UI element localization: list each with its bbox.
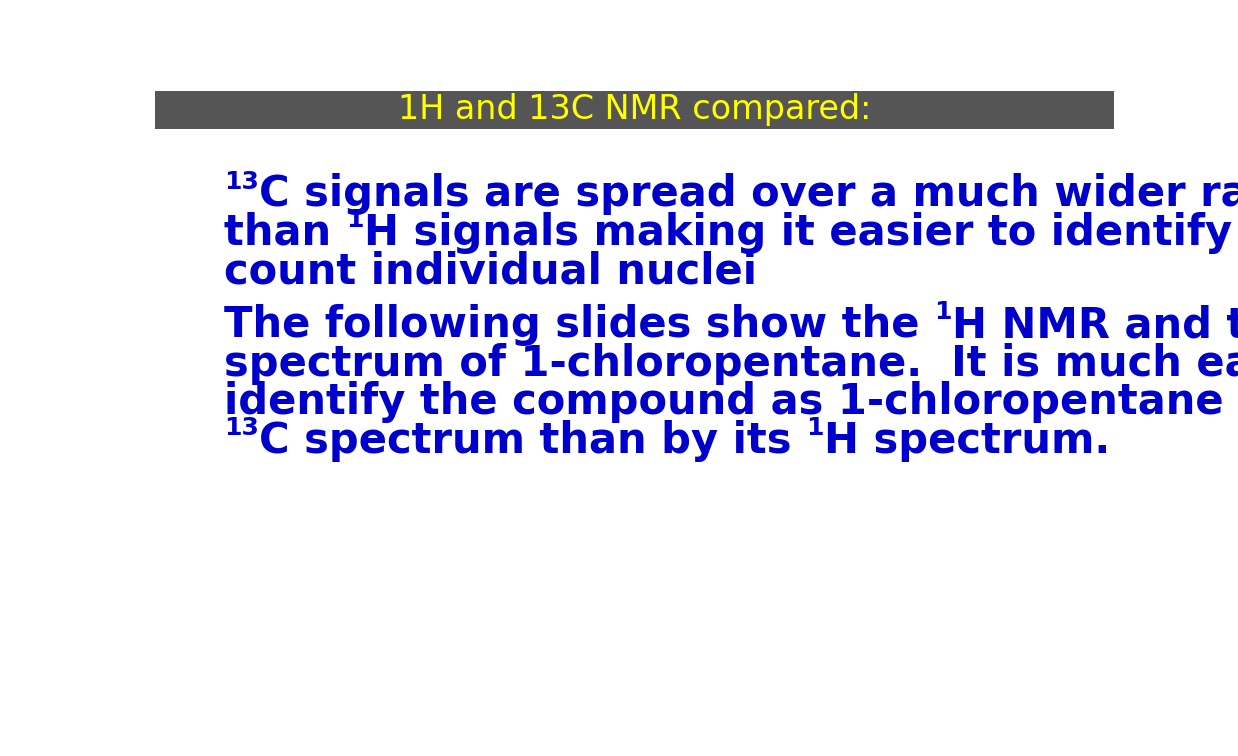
Text: spectrum of 1-chloropentane.  It is much easier to: spectrum of 1-chloropentane. It is much … xyxy=(224,342,1238,385)
Text: identify the compound as 1-chloropentane by its: identify the compound as 1-chloropentane… xyxy=(224,381,1238,423)
Text: 1: 1 xyxy=(347,208,364,232)
Text: 1H and 13C NMR compared:: 1H and 13C NMR compared: xyxy=(397,94,872,126)
Text: H signals making it easier to identify and: H signals making it easier to identify a… xyxy=(364,212,1238,254)
Text: 1: 1 xyxy=(935,300,952,324)
Text: The following slides show the: The following slides show the xyxy=(224,304,935,346)
Text: 13: 13 xyxy=(224,416,260,440)
Text: C spectrum than by its: C spectrum than by its xyxy=(260,420,806,462)
Text: 13: 13 xyxy=(224,169,260,194)
Bar xyxy=(155,91,1114,129)
Text: C signals are spread over a much wider range: C signals are spread over a much wider r… xyxy=(260,173,1238,215)
Text: H spectrum.: H spectrum. xyxy=(823,420,1110,462)
Text: H NMR and the: H NMR and the xyxy=(952,304,1238,346)
Text: than: than xyxy=(224,212,347,254)
Text: 1: 1 xyxy=(806,416,823,440)
Text: count individual nuclei: count individual nuclei xyxy=(224,250,758,293)
